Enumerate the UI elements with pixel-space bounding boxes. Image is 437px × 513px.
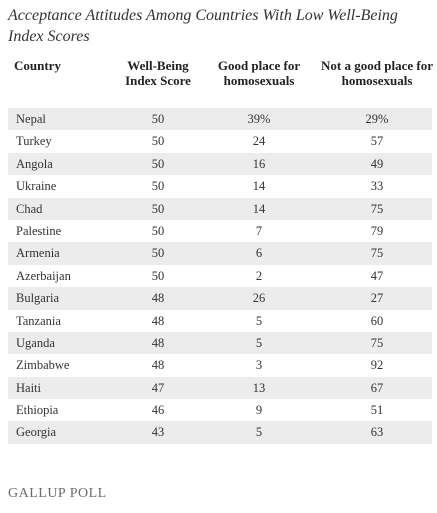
cell-not-good-place: 75 <box>370 201 384 216</box>
cell-not-good-place: 67 <box>370 380 384 395</box>
table-row: Turkey 50 24 57 <box>8 130 432 152</box>
cell-not-good-place: 51 <box>370 403 384 418</box>
cell-well-being-score: 48 <box>151 358 165 373</box>
cell-not-good-place: 92 <box>370 358 384 373</box>
table-body: Nepal 50 39% 29% Turkey 50 24 57 Angola 50 16 49 Ukr… <box>8 108 432 444</box>
table-row: Georgia 43 5 63 <box>8 421 432 444</box>
cell-country: Tanzania <box>16 313 61 328</box>
table-row: Tanzania 48 5 60 <box>8 310 432 332</box>
header-not-good-place: Not a good place for homosexuals <box>321 58 433 88</box>
cell-not-good-place: 29% <box>365 112 389 126</box>
table-row: Ethiopia 46 9 51 <box>8 399 432 421</box>
cell-not-good-place: 75 <box>370 246 384 261</box>
cell-well-being-score: 43 <box>151 425 165 440</box>
cell-well-being-score: 50 <box>151 156 165 171</box>
cell-country: Bulgaria <box>16 291 60 306</box>
cell-country: Angola <box>16 156 53 171</box>
cell-country: Georgia <box>16 425 57 440</box>
cell-well-being-score: 47 <box>151 380 165 395</box>
table-row: Uganda 48 5 75 <box>8 331 432 355</box>
cell-country: Azerbaijan <box>16 268 71 283</box>
cell-good-place: 14 <box>252 179 266 194</box>
header-well-being-score: Well-Being Index Score <box>125 58 191 88</box>
cell-well-being-score: 46 <box>151 403 165 418</box>
cell-not-good-place: 63 <box>370 425 384 440</box>
cell-good-place: 16 <box>252 156 266 171</box>
chart-title: Acceptance Attitudes Among Countries Wit… <box>8 7 398 45</box>
cell-not-good-place: 57 <box>370 134 384 149</box>
cell-not-good-place: 60 <box>370 313 384 328</box>
cell-well-being-score: 50 <box>151 268 165 283</box>
cell-good-place: 39% <box>247 112 271 126</box>
cell-well-being-score: 48 <box>151 313 165 328</box>
cell-good-place: 24 <box>252 134 266 149</box>
cell-good-place: 13 <box>252 380 266 395</box>
table-row: Armenia 50 6 75 <box>8 242 432 265</box>
table-row: Bulgaria 48 26 27 <box>8 287 432 310</box>
cell-country: Palestine <box>16 223 62 238</box>
cell-good-place: 5 <box>255 425 263 440</box>
cell-good-place: 5 <box>255 313 263 328</box>
cell-not-good-place: 49 <box>370 156 384 171</box>
cell-well-being-score: 50 <box>151 246 165 261</box>
cell-not-good-place: 27 <box>370 291 384 306</box>
cell-well-being-score: 50 <box>151 201 165 216</box>
table-row: Zimbabwe 48 3 92 <box>8 354 432 376</box>
cell-country: Turkey <box>16 134 52 149</box>
cell-well-being-score: 50 <box>151 112 165 126</box>
cell-good-place: 2 <box>255 268 263 283</box>
cell-not-good-place: 75 <box>370 335 384 350</box>
cell-country: Armenia <box>16 246 60 261</box>
cell-good-place: 14 <box>252 201 266 216</box>
cell-not-good-place: 33 <box>370 179 384 194</box>
table-row: Chad 50 14 75 <box>8 197 432 220</box>
cell-country: Haiti <box>16 380 41 395</box>
table-row: Haiti 47 13 67 <box>8 376 432 400</box>
cell-not-good-place: 47 <box>370 268 384 283</box>
table-row: Angola 50 16 49 <box>8 152 432 176</box>
table-row: Ukraine 50 14 33 <box>8 175 432 197</box>
cell-good-place: 5 <box>255 335 263 350</box>
table-row: Palestine 50 7 79 <box>8 220 432 242</box>
cell-well-being-score: 50 <box>151 223 165 238</box>
cell-well-being-score: 48 <box>151 335 165 350</box>
cell-well-being-score: 50 <box>151 179 165 194</box>
cell-well-being-score: 50 <box>151 134 165 149</box>
table-header: Country Well-Being Index Score Good plac… <box>0 58 437 108</box>
cell-country: Uganda <box>16 335 55 350</box>
cell-good-place: 9 <box>255 403 263 418</box>
gallup-poll-logo: GALLUP POLL <box>8 486 107 501</box>
cell-not-good-place: 79 <box>370 223 384 238</box>
cell-country: Chad <box>16 201 43 216</box>
table-row: Azerbaijan 50 2 47 <box>8 265 432 287</box>
header-country: Country <box>14 58 61 73</box>
cell-good-place: 6 <box>255 246 263 261</box>
cell-good-place: 26 <box>252 291 266 306</box>
cell-good-place: 7 <box>255 223 263 238</box>
cell-country: Zimbabwe <box>16 358 70 373</box>
header-good-place: Good place for homosexuals <box>217 58 301 88</box>
cell-good-place: 3 <box>255 358 263 373</box>
cell-country: Ethiopia <box>16 403 59 418</box>
cell-well-being-score: 48 <box>151 291 165 306</box>
cell-country: Nepal <box>16 112 46 126</box>
table-row: Nepal 50 39% 29% <box>8 108 432 131</box>
cell-country: Ukraine <box>16 179 57 194</box>
